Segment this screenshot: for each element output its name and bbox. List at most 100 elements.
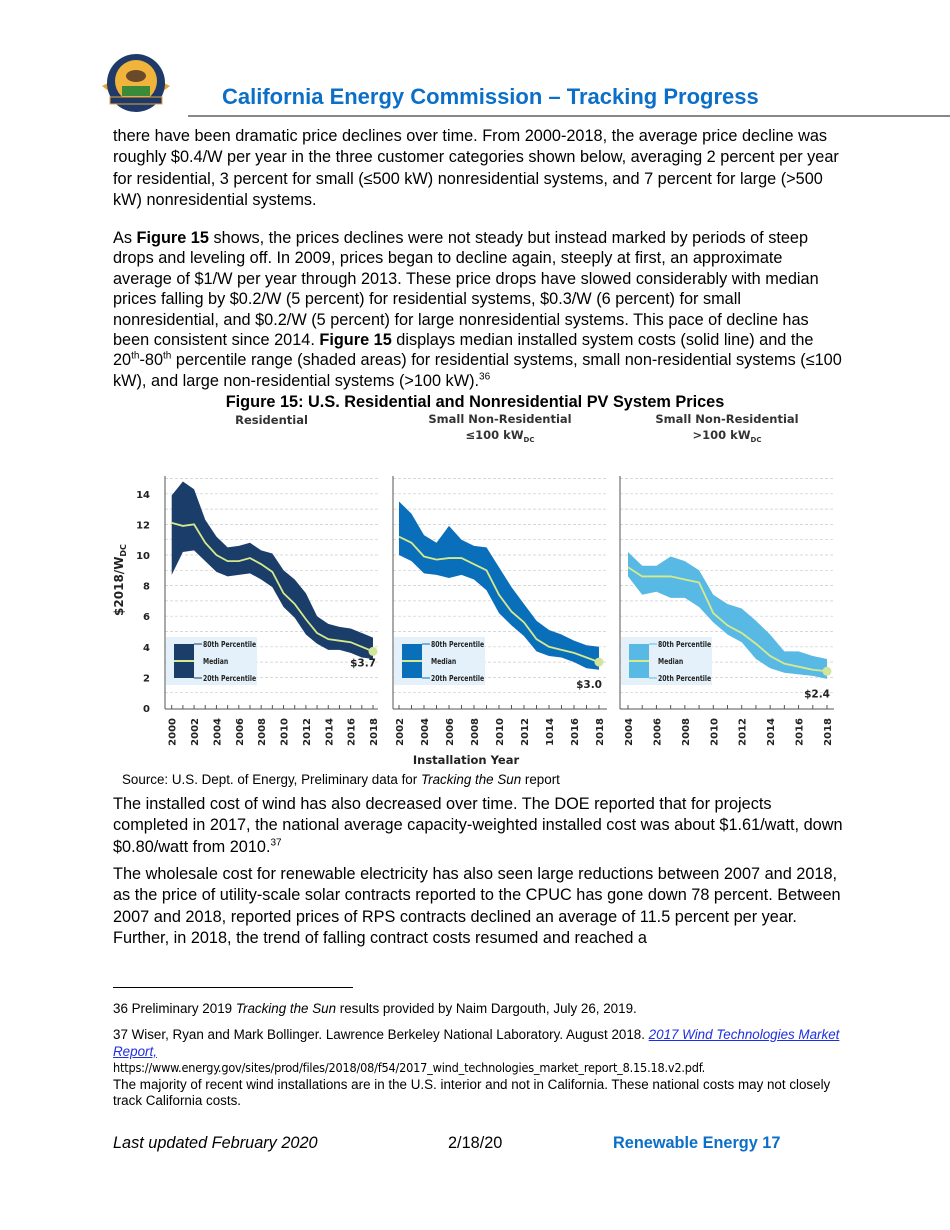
legend: 80th Percentile Median 20th Percentile <box>394 637 485 685</box>
y-axis-label: $2018/WDC <box>112 544 128 616</box>
superscript: th <box>163 351 172 363</box>
x-tick-label: 2004 <box>212 718 223 746</box>
figure-ref: Figure 15 <box>136 229 209 247</box>
footer-page-label: Renewable Energy 17 <box>613 1134 781 1152</box>
footnote-36: 36 Preliminary 2019 Tracking the Sun res… <box>113 1001 843 1018</box>
x-tick-label: 2004 <box>420 718 431 746</box>
end-point-marker <box>822 666 832 676</box>
x-tick-label: 2012 <box>520 718 531 746</box>
x-tick-label: 2010 <box>495 718 506 746</box>
text: report <box>521 772 560 787</box>
panel-title: Small Non-Residential <box>428 412 571 426</box>
x-tick-label: 2006 <box>235 718 246 746</box>
paragraph-figure-15: As Figure 15 shows, the prices declines … <box>113 228 843 391</box>
x-tick-label: 2010 <box>709 718 720 746</box>
x-tick-label: 2002 <box>395 718 406 746</box>
panel-subtitle-subscript: DC <box>751 436 762 444</box>
x-tick-label: 2014 <box>766 718 777 746</box>
legend-median-label: Median <box>431 657 456 666</box>
median-line <box>398 535 600 663</box>
x-tick-label: 2016 <box>570 718 581 746</box>
percentile-band <box>399 501 599 670</box>
y-tick-label: 12 <box>136 520 150 531</box>
report-link[interactable]: 2017 Wind Technologies Market Report, <box>113 1027 840 1059</box>
legend: 80th Percentile Median 20th Percentile <box>166 637 257 685</box>
y-tick-label: 0 <box>143 704 150 715</box>
y-tick-label: 8 <box>143 582 150 593</box>
y-tick-label: 4 <box>143 643 150 654</box>
legend-80th-label: 80th Percentile <box>203 640 256 649</box>
paragraph-wholesale-cost: The wholesale cost for renewable electri… <box>113 865 841 948</box>
text: The majority of recent wind installation… <box>113 1076 831 1109</box>
end-value-label: $2.4 <box>804 688 830 700</box>
figure-title: Figure 15: U.S. Residential and Nonresid… <box>225 393 725 411</box>
figure-source: Source: U.S. Dept. of Energy, Preliminar… <box>122 772 560 787</box>
x-tick-label: 2002 <box>190 718 201 746</box>
legend-20th-label: 20th Percentile <box>658 674 711 683</box>
page-header-title: California Energy Commission – Tracking … <box>222 84 759 109</box>
text: displays median installed system costs (… <box>113 331 814 370</box>
y-tick-label: 2 <box>143 673 150 684</box>
x-tick-label: 2018 <box>823 718 834 746</box>
panel-subtitle-subscript: DC <box>524 436 535 444</box>
cec-logo <box>102 54 170 112</box>
end-point-marker <box>594 657 604 667</box>
legend-20th-label: 20th Percentile <box>203 674 256 683</box>
pv-price-chart: 0 2 4 6 8 10 12 14 $2018/WDC Installation Year Res… <box>112 412 834 767</box>
x-tick-label: 2008 <box>470 718 481 746</box>
superscript: th <box>131 351 140 363</box>
chart-panel-2: Small Non-Residential ≤100 kWDC $3.0 2002 20… <box>392 412 607 746</box>
figure-ref: Figure 15 <box>319 331 392 350</box>
panel-title: Residential <box>235 413 308 427</box>
x-tick-label: 2004 <box>624 718 635 746</box>
y-tick-label: 6 <box>143 612 150 623</box>
y-tick-label: 14 <box>136 490 150 501</box>
y-tick-label: 10 <box>136 551 150 562</box>
legend-20th-label: 20th Percentile <box>431 674 484 683</box>
header-divider <box>188 115 950 117</box>
text: 37 Wiser, Ryan and Mark Bollinger. Lawre… <box>113 1027 649 1042</box>
text: Source: U.S. Dept. of Energy, Preliminar… <box>122 772 421 787</box>
footnote-divider <box>113 987 353 988</box>
x-tick-label: 2008 <box>681 718 692 746</box>
x-tick-label: 2012 <box>302 718 313 746</box>
text: The installed cost of wind has also decr… <box>113 795 843 856</box>
panel-title: Small Non-Residential <box>655 412 798 426</box>
median-line <box>171 522 374 653</box>
paragraph-wind-cost: The installed cost of wind has also decr… <box>113 794 843 858</box>
end-point-marker <box>368 646 378 656</box>
x-tick-label: 2010 <box>280 718 291 746</box>
footnote-37: 37 Wiser, Ryan and Mark Bollinger. Lawre… <box>113 1027 843 1110</box>
legend-median-label: Median <box>658 657 683 666</box>
text: -80 <box>139 351 164 370</box>
legend-80th-label: 80th Percentile <box>431 640 484 649</box>
footnote-ref-37[interactable]: 37 <box>270 837 282 849</box>
x-tick-label: 1014 <box>545 718 556 746</box>
footnote-ref-36[interactable]: 36 <box>479 371 491 383</box>
legend-80th-label: 80th Percentile <box>658 640 711 649</box>
panel-subtitle: >100 kWDC <box>693 428 762 444</box>
x-axis-label: Installation Year <box>413 753 520 767</box>
x-tick-label: 2000 <box>168 718 179 746</box>
panel-subtitle: ≤100 kWDC <box>466 428 535 444</box>
footer-last-updated: Last updated February 2020 <box>113 1134 318 1152</box>
legend-median-label: Median <box>203 657 228 666</box>
paragraph-price-declines: there have been dramatic price declines … <box>113 127 839 210</box>
x-tick-label: 2006 <box>445 718 456 746</box>
x-tick-label: 2018 <box>369 718 380 746</box>
text: results provided by Naim Dargouth, July … <box>336 1001 637 1016</box>
footer-date: 2/18/20 <box>448 1134 503 1152</box>
x-tick-label: 2018 <box>595 718 606 746</box>
y-axis-label-subscript: DC <box>119 544 128 557</box>
legend: 80th Percentile Median 20th Percentile <box>621 637 712 685</box>
x-tick-label: 2008 <box>257 718 268 746</box>
report-url: https://www.energy.gov/sites/prod/files/… <box>113 1060 706 1075</box>
text: percentile range (shaded areas) for resi… <box>113 351 842 390</box>
x-tick-label: 2016 <box>347 718 358 746</box>
chart-panel-3: Small Non-Residential >100 kWDC $2.4 2004 20… <box>619 412 834 746</box>
percentile-band <box>628 551 827 679</box>
median-line <box>627 566 828 673</box>
text: Tracking the Sun <box>235 1001 337 1016</box>
x-tick-label: 2014 <box>324 718 335 746</box>
x-tick-label: 2016 <box>795 718 806 746</box>
